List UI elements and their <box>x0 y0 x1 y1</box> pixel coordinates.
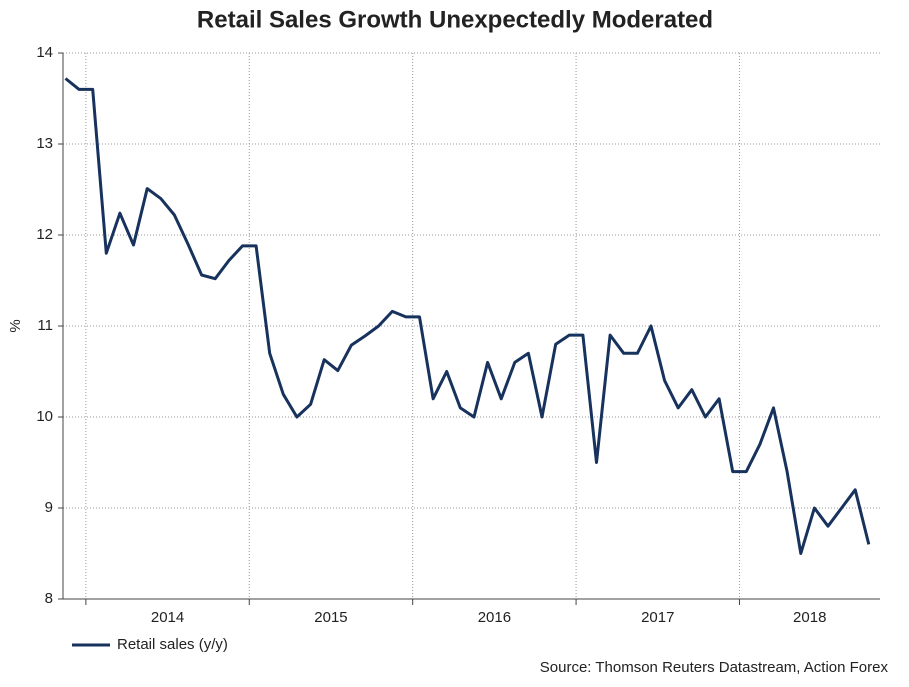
x-tick-label: 2017 <box>641 609 674 626</box>
source: Source: Thomson Reuters Datastream, Acti… <box>540 659 889 676</box>
y-tick-label: 11 <box>37 317 53 334</box>
y-tick-label: 9 <box>45 499 53 516</box>
y-tick-label: 12 <box>36 226 53 243</box>
y-tick-label: 8 <box>45 590 53 607</box>
chart-title: Retail Sales Growth Unexpectedly Moderat… <box>197 6 713 33</box>
legend-label: Retail sales (y/y) <box>117 636 228 653</box>
y-tick-label: 13 <box>36 135 53 152</box>
y-tick-label: 10 <box>36 408 53 425</box>
y-axis-label: % <box>7 319 24 332</box>
x-tick-label: 2014 <box>151 609 184 626</box>
x-tick-label: 2018 <box>793 609 826 626</box>
line <box>64 77 871 555</box>
x-tick-label: 2016 <box>478 609 511 626</box>
y-tick-label: 14 <box>36 44 53 61</box>
x-tick-label: 2015 <box>314 609 347 626</box>
